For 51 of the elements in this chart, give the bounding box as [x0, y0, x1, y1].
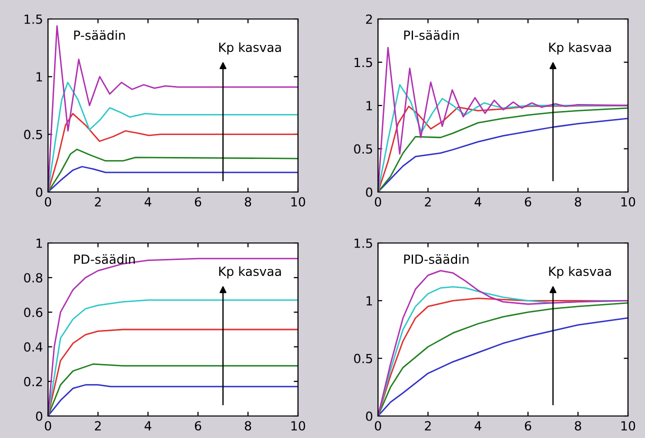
y-tick-label: 0.5 [24, 130, 42, 140]
x-tick-label: 6 [524, 197, 532, 207]
x-tick-label: 10 [621, 197, 636, 207]
text: PID-säädin [404, 254, 468, 264]
y-tick-label: 0 [36, 411, 42, 421]
x-tick-label: 0 [44, 421, 52, 431]
x-tick-label: 2 [424, 197, 431, 206]
x-tick-label: 10 [291, 421, 306, 431]
x-tick-label: 8 [574, 197, 582, 207]
y-tick-label: 0 [366, 411, 372, 421]
y-tick-label: 1.5 [354, 58, 372, 68]
text: PI-säädin [404, 30, 459, 40]
x-tick-label: 0 [374, 421, 382, 431]
x-tick-label: 6 [194, 421, 202, 431]
text: PD-säädin [74, 254, 135, 264]
x-tick-label: 10 [621, 421, 636, 431]
x-tick-label: 2 [424, 421, 431, 430]
x-tick-label: 0 [44, 197, 52, 207]
y-tick-label: 1.5 [354, 238, 372, 248]
y-tick-label: 0 [36, 187, 42, 197]
x-tick-label: 8 [574, 421, 582, 431]
x-tick-label: 2 [94, 197, 101, 206]
x-tick-label: 6 [524, 421, 532, 431]
text: P-säädin [74, 30, 125, 40]
annotation: Kp kasvaa [219, 42, 281, 54]
y-tick-label: 1 [36, 72, 42, 82]
x-tick-label: 4 [144, 197, 152, 206]
annotation: Kp kasvaa [219, 266, 281, 278]
y-tick-label: 0.8 [24, 273, 42, 283]
y-tick-label: 0 [366, 187, 372, 197]
y-tick-label: 1.5 [24, 14, 42, 24]
x-tick-label: 6 [194, 197, 202, 207]
x-tick-label: 2 [94, 421, 101, 430]
x-tick-label: 8 [244, 197, 252, 207]
y-tick-label: 0.5 [354, 354, 372, 364]
y-tick-label: 1 [366, 101, 372, 110]
y-tick-label: 1 [36, 238, 42, 248]
x-tick-label: 4 [144, 421, 152, 430]
y-tick-label: 0.4 [24, 342, 42, 352]
x-tick-label: 4 [474, 197, 482, 206]
annotation: Kp kasvaa [549, 266, 611, 278]
y-tick-label: 0.2 [24, 376, 42, 386]
y-tick-label: 0.5 [354, 144, 372, 154]
x-tick-label: 10 [291, 197, 306, 207]
y-tick-label: 1 [366, 296, 372, 306]
x-tick-label: 8 [244, 421, 252, 431]
annotation: Kp kasvaa [549, 42, 611, 54]
x-tick-label: 0 [374, 197, 382, 207]
y-tick-label: 2 [366, 14, 372, 24]
y-tick-label: 0.6 [24, 308, 42, 318]
x-tick-label: 4 [474, 421, 482, 430]
